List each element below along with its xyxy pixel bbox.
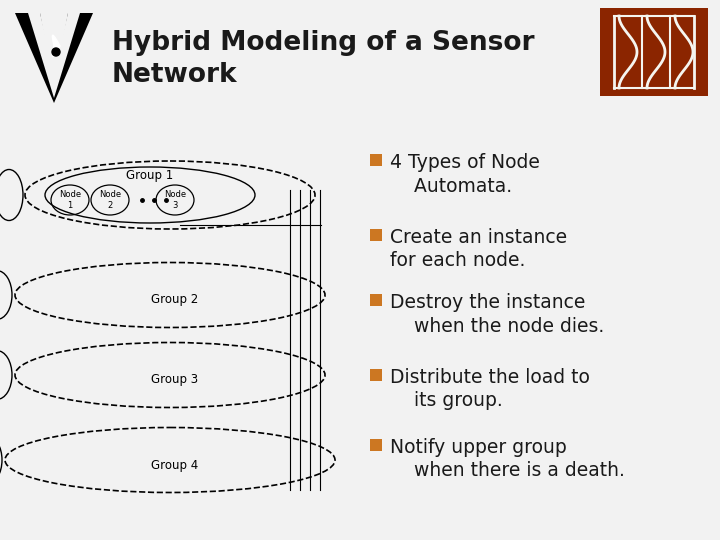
Text: Group 1: Group 1 [127,168,174,181]
Text: Group 2: Group 2 [151,294,199,307]
Bar [600,8,708,96]
Text: Hybrid Modeling of a Sensor
Network: Hybrid Modeling of a Sensor Network [112,30,534,88]
Bar [370,154,382,166]
Bar [370,369,382,381]
Bar [370,439,382,451]
Text: Group 4: Group 4 [151,458,199,471]
Bar [370,294,382,306]
Text: 4 Types of Node
    Automata.: 4 Types of Node Automata. [390,153,540,195]
Text: Distribute the load to
    its group.: Distribute the load to its group. [390,368,590,410]
Text: Node
3: Node 3 [164,190,186,210]
Bar [370,229,382,241]
Polygon shape [53,35,60,57]
Text: Group 3: Group 3 [151,374,199,387]
Polygon shape [28,13,80,98]
Text: Create an instance
for each node.: Create an instance for each node. [390,228,567,271]
Circle shape [52,48,60,56]
Text: Node
2: Node 2 [99,190,121,210]
Polygon shape [15,13,93,103]
Text: Notify upper group
    when there is a death.: Notify upper group when there is a death… [390,438,625,481]
Text: Destroy the instance
    when the node dies.: Destroy the instance when the node dies. [390,293,604,335]
Text: Node
1: Node 1 [59,190,81,210]
